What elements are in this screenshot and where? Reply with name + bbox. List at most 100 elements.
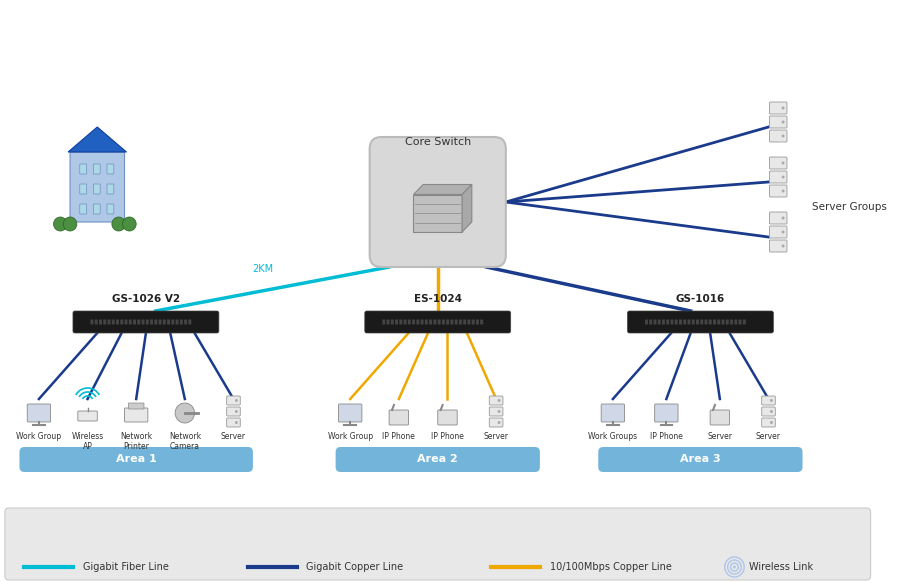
FancyBboxPatch shape <box>472 320 474 325</box>
Text: Server: Server <box>756 432 781 441</box>
Text: GS-1016: GS-1016 <box>676 294 725 304</box>
Text: Work Group: Work Group <box>328 432 373 441</box>
FancyBboxPatch shape <box>761 407 775 416</box>
FancyBboxPatch shape <box>412 320 415 325</box>
Circle shape <box>733 566 736 569</box>
FancyBboxPatch shape <box>653 320 656 325</box>
FancyBboxPatch shape <box>627 311 773 333</box>
FancyBboxPatch shape <box>730 320 733 325</box>
Text: Work Group: Work Group <box>16 432 61 441</box>
FancyBboxPatch shape <box>679 320 682 325</box>
FancyBboxPatch shape <box>227 418 240 427</box>
Circle shape <box>498 421 500 424</box>
FancyBboxPatch shape <box>104 320 106 325</box>
Circle shape <box>235 421 238 424</box>
FancyBboxPatch shape <box>420 320 424 325</box>
FancyBboxPatch shape <box>80 184 86 194</box>
FancyBboxPatch shape <box>725 320 729 325</box>
FancyBboxPatch shape <box>80 164 86 174</box>
FancyBboxPatch shape <box>761 396 775 405</box>
FancyBboxPatch shape <box>158 320 161 325</box>
FancyBboxPatch shape <box>4 508 870 580</box>
FancyBboxPatch shape <box>403 320 407 325</box>
FancyBboxPatch shape <box>121 320 123 325</box>
Circle shape <box>781 107 785 109</box>
FancyBboxPatch shape <box>94 184 100 194</box>
Text: Server Groups: Server Groups <box>813 202 887 212</box>
FancyBboxPatch shape <box>437 410 457 425</box>
FancyBboxPatch shape <box>80 204 86 214</box>
Text: IP Phone: IP Phone <box>650 432 683 441</box>
FancyBboxPatch shape <box>442 320 445 325</box>
Circle shape <box>235 399 238 402</box>
Circle shape <box>498 410 500 413</box>
FancyBboxPatch shape <box>649 320 652 325</box>
Text: Network
Printer: Network Printer <box>120 432 152 452</box>
Text: Gigabit Copper Line: Gigabit Copper Line <box>306 562 403 572</box>
FancyBboxPatch shape <box>739 320 742 325</box>
FancyBboxPatch shape <box>107 184 113 194</box>
FancyBboxPatch shape <box>141 320 145 325</box>
Text: Server: Server <box>707 432 733 441</box>
FancyBboxPatch shape <box>670 320 673 325</box>
Polygon shape <box>462 184 472 232</box>
FancyBboxPatch shape <box>387 320 390 325</box>
FancyBboxPatch shape <box>770 212 787 224</box>
FancyBboxPatch shape <box>94 204 100 214</box>
FancyBboxPatch shape <box>742 320 746 325</box>
FancyBboxPatch shape <box>389 410 409 425</box>
FancyBboxPatch shape <box>188 320 192 325</box>
FancyBboxPatch shape <box>171 320 175 325</box>
FancyBboxPatch shape <box>459 320 462 325</box>
FancyBboxPatch shape <box>770 130 787 142</box>
Circle shape <box>781 230 785 233</box>
FancyBboxPatch shape <box>658 320 661 325</box>
Circle shape <box>63 217 76 231</box>
FancyBboxPatch shape <box>91 320 94 325</box>
FancyBboxPatch shape <box>601 404 625 422</box>
Text: Server: Server <box>221 432 246 441</box>
Text: ES-1024: ES-1024 <box>414 294 462 304</box>
FancyBboxPatch shape <box>454 320 457 325</box>
FancyBboxPatch shape <box>370 137 506 267</box>
FancyBboxPatch shape <box>150 320 153 325</box>
FancyBboxPatch shape <box>154 320 157 325</box>
Text: Area 3: Area 3 <box>680 455 721 464</box>
FancyBboxPatch shape <box>734 320 737 325</box>
FancyBboxPatch shape <box>450 320 454 325</box>
FancyBboxPatch shape <box>481 320 483 325</box>
FancyBboxPatch shape <box>138 320 140 325</box>
Circle shape <box>770 410 773 413</box>
FancyBboxPatch shape <box>490 418 503 427</box>
Circle shape <box>498 399 500 402</box>
FancyBboxPatch shape <box>717 320 720 325</box>
Circle shape <box>770 399 773 402</box>
FancyBboxPatch shape <box>124 408 148 422</box>
FancyBboxPatch shape <box>429 320 432 325</box>
Text: IP Phone: IP Phone <box>382 432 415 441</box>
FancyBboxPatch shape <box>710 410 730 425</box>
FancyBboxPatch shape <box>129 403 144 409</box>
Text: Wireless
AP: Wireless AP <box>71 432 104 452</box>
FancyBboxPatch shape <box>770 185 787 197</box>
Circle shape <box>122 217 136 231</box>
FancyBboxPatch shape <box>770 226 787 238</box>
FancyBboxPatch shape <box>490 396 503 405</box>
FancyBboxPatch shape <box>112 320 114 325</box>
Text: 10/100Mbps Copper Line: 10/100Mbps Copper Line <box>550 562 671 572</box>
FancyBboxPatch shape <box>107 320 111 325</box>
FancyBboxPatch shape <box>434 320 436 325</box>
Circle shape <box>781 217 785 219</box>
FancyBboxPatch shape <box>713 320 716 325</box>
Circle shape <box>781 120 785 123</box>
Text: GS-1026 V2: GS-1026 V2 <box>112 294 180 304</box>
Text: Network
Camera: Network Camera <box>169 432 201 452</box>
FancyBboxPatch shape <box>700 320 703 325</box>
FancyBboxPatch shape <box>692 320 695 325</box>
Text: Gigabit Fiber Line: Gigabit Fiber Line <box>83 562 168 572</box>
FancyBboxPatch shape <box>382 320 385 325</box>
Polygon shape <box>413 184 472 194</box>
FancyBboxPatch shape <box>184 320 187 325</box>
Polygon shape <box>413 194 462 232</box>
Text: IP Phone: IP Phone <box>431 432 464 441</box>
